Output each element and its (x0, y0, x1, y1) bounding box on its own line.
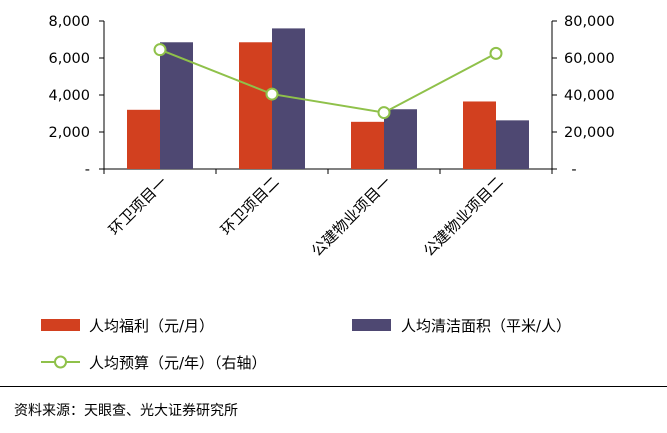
legend-swatch-welfare (41, 319, 80, 331)
legend-label-welfare: 人均福利（元/月） (89, 317, 214, 335)
legend-label-budget: 人均预算（元/年）（右轴） (89, 354, 267, 372)
category-label: 环卫项目二 (217, 173, 283, 239)
budget-line (159, 48, 497, 114)
bar-cleaning-area (160, 42, 193, 169)
budget-point (489, 46, 503, 60)
source-footer: 资料来源：天眼查、光大证券研究所 (0, 386, 667, 419)
bar-welfare (127, 109, 160, 169)
bar-welfare (239, 42, 272, 169)
bar-welfare (351, 121, 384, 169)
left-tick-label: 6,000 (48, 51, 90, 67)
left-tick-label: 8,000 (48, 14, 90, 30)
budget-point (265, 87, 279, 101)
bar-cleaning-area (384, 109, 417, 169)
right-tick-label: 40,000 (564, 88, 615, 104)
bar-cleaning-area (496, 120, 529, 169)
right-tick-label: 60,000 (564, 51, 615, 67)
legend-label-cleaning-area: 人均清洁面积（平米/人） (401, 317, 571, 335)
budget-point (153, 43, 167, 57)
budget-point (377, 106, 391, 120)
footer-divider (0, 386, 667, 387)
bars-layer (127, 28, 529, 170)
right-tick-label: 20,000 (564, 125, 615, 141)
category-label: 公建物业项目一 (308, 173, 395, 260)
right-tick-label: 80,000 (564, 14, 615, 30)
source-text: 资料来源：天眼查、光大证券研究所 (14, 403, 238, 419)
legend-swatch-budget-marker (54, 355, 67, 369)
left-tick-label: - (85, 162, 90, 178)
category-label: 环卫项目一 (105, 173, 171, 239)
bar-welfare (463, 101, 496, 169)
legend-swatch-cleaning-area (352, 319, 391, 331)
right-tick-label: - (571, 162, 576, 178)
legend-layer: 人均福利（元/月） 人均清洁面积（平米/人） 人均预算（元/年）（右轴） (41, 317, 571, 372)
left-tick-label: 2,000 (48, 125, 90, 141)
line-layer (153, 43, 503, 120)
left-tick-label: 4,000 (48, 88, 90, 104)
category-label: 公建物业项目二 (420, 173, 507, 260)
